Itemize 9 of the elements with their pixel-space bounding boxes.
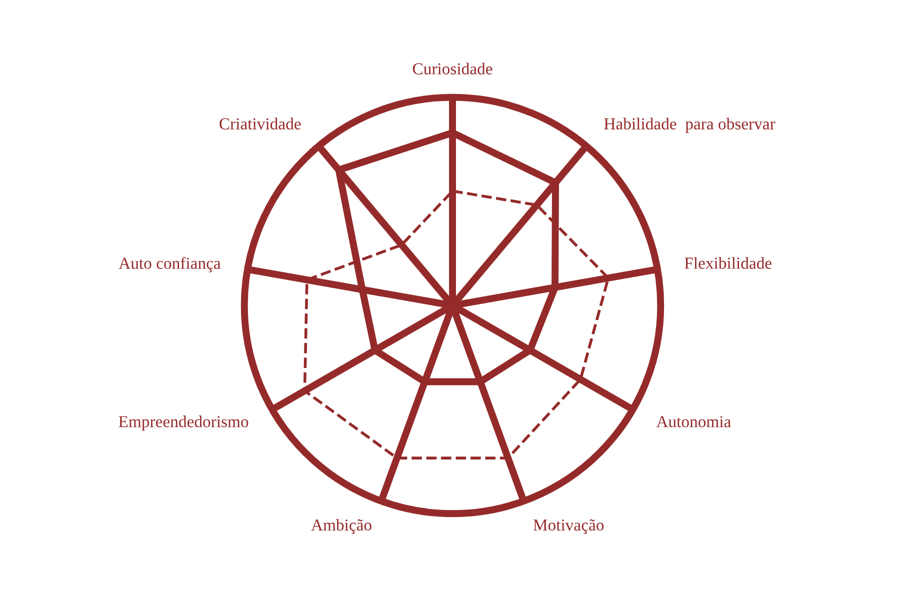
spoke-label: Habilidade para observar xyxy=(604,118,776,133)
spoke-label: Motivação xyxy=(533,519,604,534)
spoke-label: Curiosidade xyxy=(412,62,492,74)
spoke-label: Autonomia xyxy=(656,416,731,428)
spoke-label: Ambição xyxy=(311,518,372,534)
spoke-label: Flexibilidade xyxy=(684,257,772,269)
spoke-label: Empreendedorismo xyxy=(118,416,248,431)
spoke-label: Auto confiança xyxy=(118,257,221,272)
spoke-label: Criatividade xyxy=(220,118,301,130)
